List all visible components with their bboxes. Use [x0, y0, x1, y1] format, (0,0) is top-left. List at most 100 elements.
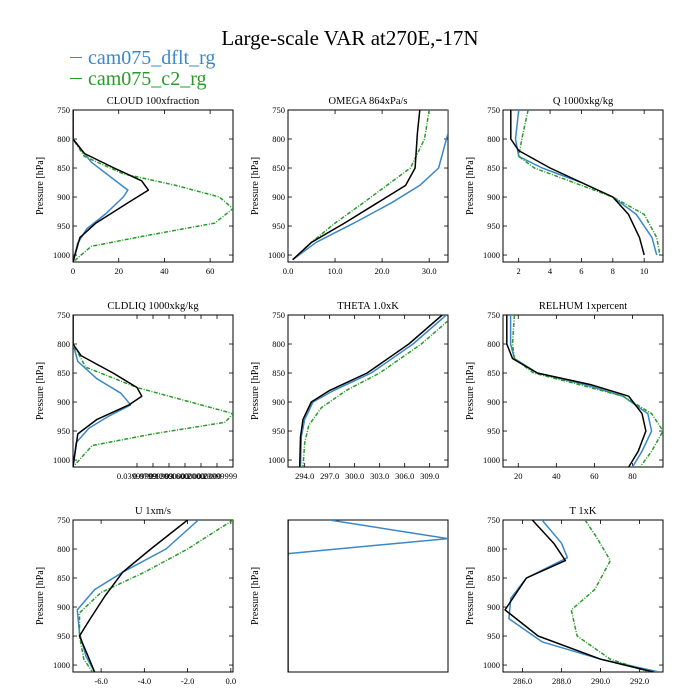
y-axis-label: Pressure [hPa]: [465, 157, 476, 215]
panel-6: RELHUM 1xpercent Pressure [hPa] 750 800 850 9…: [465, 301, 664, 481]
series-line-2: [73, 315, 233, 467]
y-tick-label: 900: [57, 602, 70, 612]
series-line-1: [288, 520, 448, 555]
y-tick-label: 850: [487, 163, 500, 173]
y-tick-label: 1000: [53, 660, 70, 670]
panel-5: THETA 1.0xK Pressure [hPa] 750 800 850 900 950…: [250, 301, 449, 481]
y-tick-label: 800: [487, 339, 500, 349]
x-tick-label: 0.16000000: [165, 471, 205, 481]
y-tick-label: 950: [57, 221, 70, 231]
panel-title: CLOUD 100xfraction: [107, 96, 200, 107]
y-axis-label: Pressure [hPa]: [250, 567, 261, 625]
panel-frame: [287, 519, 449, 673]
series-line-3: [73, 110, 150, 262]
x-tick-label: 0: [71, 266, 75, 276]
panel-frame: [72, 519, 234, 673]
x-tick-label: -2.0: [181, 676, 194, 686]
x-tick-label: 80: [628, 471, 637, 481]
x-tick-label: 297.0: [320, 471, 339, 481]
legend-label-dflt: cam075_dflt_rg: [88, 47, 216, 69]
series-line-2: [517, 110, 661, 256]
x-tick-label: 20: [514, 471, 523, 481]
y-tick-label: 950: [57, 426, 70, 436]
legend-entry-c2: cam075_c2_rg: [70, 69, 215, 90]
x-tick-label: -4.0: [138, 676, 151, 686]
y-tick-label: 900: [487, 602, 500, 612]
y-axis-label: Pressure [hPa]: [35, 567, 46, 625]
series-line-1: [73, 110, 129, 262]
x-tick-label: 4: [548, 266, 553, 276]
series-line-2: [302, 320, 448, 467]
y-axis-label: Pressure [hPa]: [250, 362, 261, 420]
panel-title: RELHUM 1xpercent: [539, 301, 627, 312]
panel-frame: [502, 109, 664, 263]
x-tick-label: 6: [579, 266, 583, 276]
x-tick-label: 0.23999999: [197, 471, 237, 481]
series-line-2: [292, 110, 430, 261]
panel-8: Pressure [hPa]: [250, 519, 449, 673]
x-tick-label: 40: [160, 266, 169, 276]
y-tick-label: 750: [57, 310, 70, 320]
legend: cam075_dflt_rg cam075_c2_rg: [70, 48, 215, 90]
legend-line-c2: [70, 77, 82, 80]
series-line-1: [299, 315, 447, 467]
x-tick-label: 60: [590, 471, 599, 481]
y-tick-label: 1000: [268, 455, 285, 465]
series-line-1: [514, 110, 658, 256]
legend-label-c2: cam075_c2_rg: [88, 68, 207, 90]
x-tick-label: 306.0: [395, 471, 414, 481]
panel-frame: [502, 519, 664, 673]
x-tick-label: 0.20000000: [181, 471, 221, 481]
y-axis-label: Pressure [hPa]: [35, 362, 46, 420]
x-tick-label: 0.03999999: [117, 471, 157, 481]
y-tick-label: 750: [272, 310, 285, 320]
x-tick-label: 303.0: [370, 471, 389, 481]
y-tick-label: 750: [487, 310, 500, 320]
panel-title: CLDLIQ 1000xkg/kg: [107, 301, 199, 312]
series-line-1: [292, 110, 448, 261]
series-line-3: [78, 520, 189, 672]
series-line-3: [73, 315, 143, 467]
series-line-1: [509, 315, 653, 467]
y-tick-label: 1000: [483, 250, 500, 260]
y-tick-label: 1000: [483, 455, 500, 465]
series-line-1: [508, 520, 660, 672]
y-tick-label: 950: [272, 426, 285, 436]
x-tick-label: 20.0: [375, 266, 390, 276]
panel-4: CLDLIQ 1000xkg/kg Pressure [hPa] 750 800 850…: [35, 301, 237, 481]
x-tick-label: 0.07999999: [133, 471, 173, 481]
series-line-2: [511, 315, 663, 467]
y-tick-label: 1000: [483, 660, 500, 670]
panel-title: THETA 1.0xK: [337, 301, 399, 312]
y-tick-label: 800: [57, 544, 70, 554]
y-tick-label: 900: [57, 397, 70, 407]
panel-2: OMEGA 864xPa/s Pressure [hPa] 750 800 850 900…: [250, 96, 449, 276]
y-tick-label: 900: [57, 192, 70, 202]
x-tick-label: 288.0: [552, 676, 571, 686]
x-tick-label: 40: [552, 471, 561, 481]
x-tick-label: 60: [206, 266, 215, 276]
series-line-2: [73, 110, 233, 262]
figure-title: Large-scale VAR at270E,-17N: [221, 26, 479, 50]
y-tick-label: 950: [487, 221, 500, 231]
y-tick-label: 850: [487, 573, 500, 583]
y-tick-label: 800: [272, 134, 285, 144]
panel-frame: [72, 314, 234, 468]
y-tick-label: 950: [487, 426, 500, 436]
series-line-2: [570, 520, 650, 672]
x-tick-label: 2: [517, 266, 521, 276]
y-tick-label: 800: [57, 339, 70, 349]
panel-frame: [72, 109, 234, 263]
y-tick-label: 950: [487, 631, 500, 641]
y-tick-label: 850: [272, 163, 285, 173]
panel-title: OMEGA 864xPa/s: [328, 96, 407, 107]
x-tick-label: 286.0: [513, 676, 532, 686]
panel-7: U 1xm/s Pressure [hPa] 750 800 850 900 950 1000…: [35, 506, 236, 686]
x-tick-label: -6.0: [94, 676, 107, 686]
panel-3: Q 1000xkg/kg Pressure [hPa] 750 800 850 900 95…: [465, 96, 664, 276]
y-tick-label: 850: [57, 368, 70, 378]
y-axis-label: Pressure [hPa]: [35, 157, 46, 215]
panel-9: T 1xK Pressure [hPa] 750 800 850 900 950 1000 28…: [465, 506, 664, 686]
y-tick-label: 1000: [268, 250, 285, 260]
x-tick-label: 0.0: [283, 266, 294, 276]
